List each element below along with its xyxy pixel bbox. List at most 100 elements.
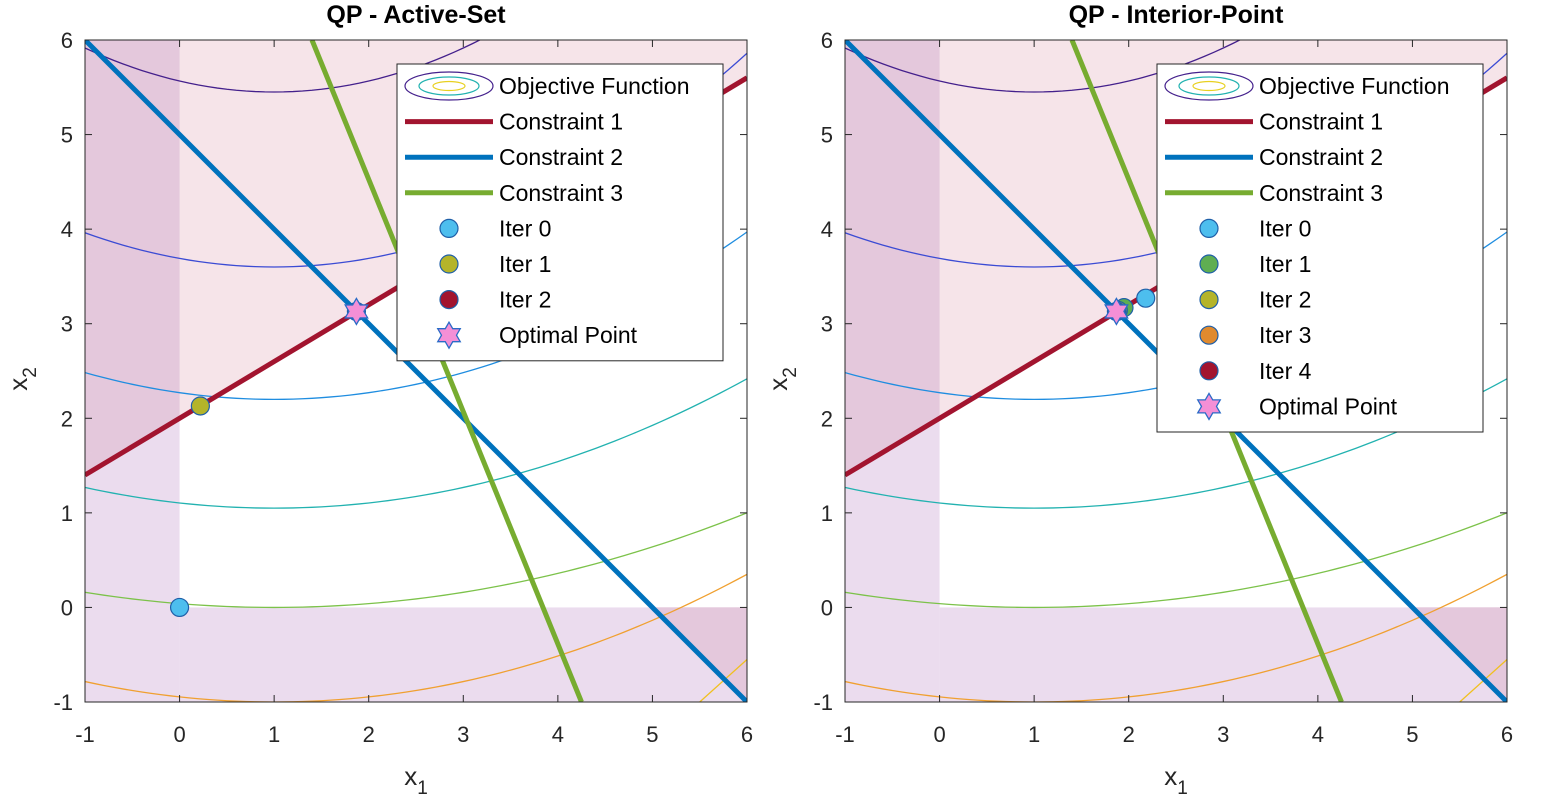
x-tick-label: 4: [552, 722, 564, 747]
legend-label: Optimal Point: [1259, 393, 1398, 419]
legend-swatch-contour: [1164, 71, 1254, 101]
legend-label: Optimal Point: [499, 322, 638, 348]
legend: Objective Function Constraint 1 Constraint…: [396, 63, 724, 362]
legend-entry: Iter 0: [439, 215, 551, 241]
legend-swatch-marker: [1199, 361, 1219, 381]
x-tick-label: 3: [457, 722, 469, 747]
y-axis-label-main: x: [3, 378, 33, 391]
legend-entry: Constraint 3: [1165, 180, 1383, 206]
y-tick-label: 5: [821, 123, 833, 148]
legend-label: Iter 2: [499, 287, 551, 313]
bound-region-x2: [179, 607, 747, 702]
iter-0-marker: [169, 597, 190, 618]
constraint-2-line: [85, 40, 747, 702]
y-tick-label: 1: [821, 501, 833, 526]
y-tick-label: 1: [61, 501, 73, 526]
x-tick-label: 6: [1501, 722, 1513, 747]
contour-line: [85, 573, 747, 702]
legend-label: Constraint 2: [499, 144, 623, 170]
legend-swatch-marker: [1199, 218, 1219, 238]
x-tick-label: 5: [1406, 722, 1418, 747]
legend-box: [396, 63, 724, 362]
x-tick-label: 1: [1028, 722, 1040, 747]
legend-label: Constraint 1: [1259, 109, 1383, 135]
x-axis-label: x1: [1164, 761, 1188, 799]
legend-swatch-marker: [1199, 254, 1219, 274]
x-tick-label: 2: [1123, 722, 1135, 747]
x-tick-label: 0: [933, 722, 945, 747]
legend-label: Iter 1: [1259, 251, 1311, 277]
x-axis-label-subscript: 1: [417, 778, 428, 799]
y-tick-label: 2: [61, 406, 73, 431]
y-tick-label: 2: [821, 406, 833, 431]
contour-line: [85, 512, 747, 609]
legend-entry: Iter 2: [439, 287, 551, 313]
contour-line: [845, 573, 1507, 702]
legend-swatch-marker: [439, 218, 459, 238]
bound-region-x2: [939, 607, 1507, 702]
legend: Objective Function Constraint 1 Constraint…: [1156, 63, 1484, 433]
x-axis-label-main: x: [1164, 761, 1177, 791]
legend-label: Objective Function: [499, 73, 689, 99]
y-axis-label-text: x2: [3, 367, 41, 391]
y-tick-label: 3: [61, 312, 73, 337]
y-tick-label: 4: [821, 217, 833, 242]
legend-label: Iter 0: [499, 215, 551, 241]
y-axis-label-subscript: 2: [20, 367, 41, 378]
legend-entry: Objective Function: [1164, 71, 1449, 101]
contour-line: [85, 378, 747, 509]
legend-label: Iter 2: [1259, 287, 1311, 313]
legend-entry: Optimal Point: [436, 320, 638, 350]
iter-1-marker: [190, 396, 210, 416]
legend-entry: Iter 1: [1199, 251, 1311, 277]
axes-box: [844, 39, 1508, 703]
legend-entry: Iter 0: [1199, 215, 1311, 241]
legend-swatch-marker: [439, 254, 459, 274]
legend-swatch-marker: [1199, 325, 1219, 345]
y-tick-label: -1: [53, 690, 73, 715]
x-tick-label: 0: [173, 722, 185, 747]
legend-entry: Constraint 3: [405, 180, 623, 206]
x-axis-label-main: x: [404, 761, 417, 791]
x-tick-label: 6: [741, 722, 753, 747]
legend-swatch-contour: [404, 71, 494, 101]
y-tick-label: 0: [821, 595, 833, 620]
y-tick-label: 3: [821, 312, 833, 337]
iter-0-marker: [1136, 288, 1156, 308]
x-tick-label: 2: [363, 722, 375, 747]
legend-entry: Constraint 1: [405, 109, 623, 135]
legend-entry: Iter 2: [1199, 287, 1311, 313]
y-axis-label-text: x2: [763, 367, 801, 391]
legend-label: Iter 1: [499, 251, 551, 277]
legend-swatch-contour: [432, 80, 466, 92]
x-tick-label: 5: [646, 722, 658, 747]
legend-label: Constraint 2: [1259, 144, 1383, 170]
legend-entry: Constraint 1: [1165, 109, 1383, 135]
y-axis-label: x2: [763, 367, 801, 391]
x-tick-label: 3: [1217, 722, 1229, 747]
legend-entry: Iter 1: [439, 251, 551, 277]
chart-title: QP - Active-Set: [326, 1, 506, 29]
legend-entry: Iter 4: [1199, 358, 1312, 384]
x-axis-label-subscript: 1: [1177, 778, 1188, 799]
legend-entry: Optimal Point: [1196, 392, 1398, 421]
y-tick-label: 6: [821, 28, 833, 53]
constraint-3-line: [309, 40, 584, 702]
x-tick-label: 1: [268, 722, 280, 747]
x-tick-label: -1: [835, 722, 855, 747]
legend-label: Constraint 1: [499, 109, 623, 135]
legend-swatch-star: [436, 320, 462, 350]
y-axis-label-main: x: [763, 378, 793, 391]
legend-swatch-marker: [439, 290, 459, 310]
legend-entry: Constraint 2: [1165, 144, 1383, 170]
optimal-point-marker: [344, 297, 369, 326]
y-tick-label: 4: [61, 217, 73, 242]
legend-label: Constraint 3: [1259, 180, 1383, 206]
legend-label: Constraint 3: [499, 180, 623, 206]
x-tick-label: 4: [1312, 722, 1324, 747]
optimal-point-marker: [1104, 297, 1129, 326]
x-axis-label-text: x1: [404, 761, 428, 799]
